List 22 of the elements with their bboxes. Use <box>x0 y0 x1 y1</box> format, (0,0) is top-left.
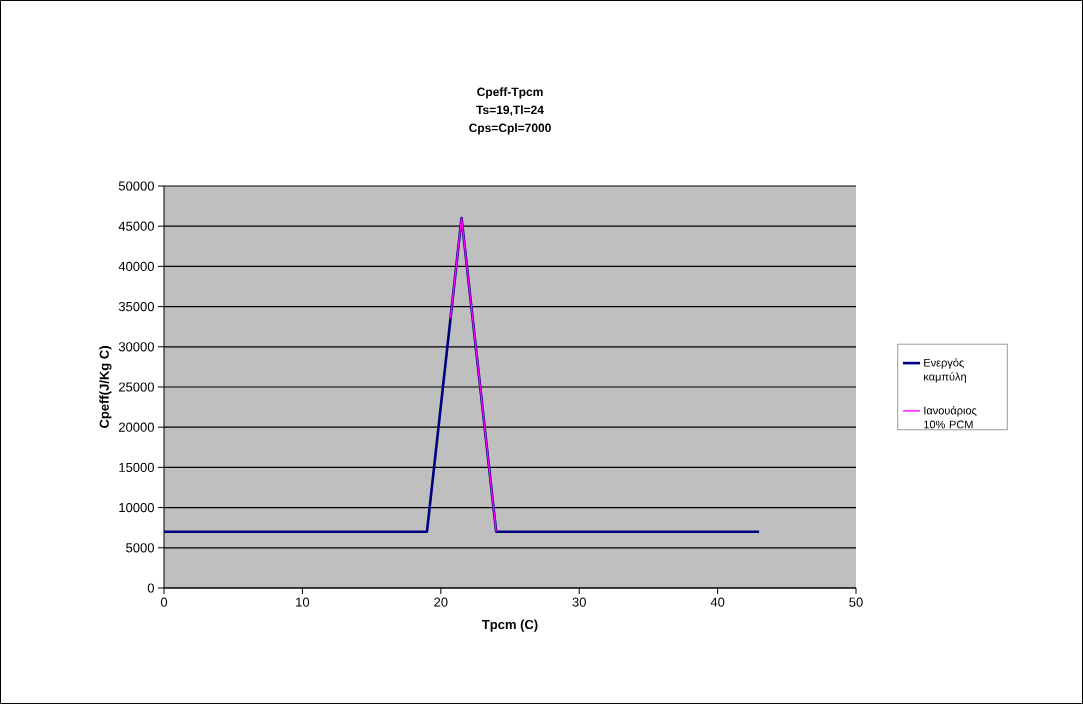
legend-label: Ενεργός καμπύλη <box>924 358 966 383</box>
y-axis-title: Cpeff(J/Kg C) <box>99 346 112 428</box>
x-tick-label: 30 <box>572 597 586 607</box>
x-tick-label: 0 <box>160 597 168 607</box>
x-tick-label: 40 <box>710 597 725 607</box>
y-tick-label: 20000 <box>118 422 154 432</box>
y-tick-label: 45000 <box>118 221 154 231</box>
legend-label: Ιανουάριος 10% PCM <box>924 405 977 429</box>
y-tick-label: 35000 <box>118 301 154 312</box>
x-tick-label: 20 <box>434 597 448 607</box>
y-tick-label: 5000 <box>126 543 154 553</box>
y-tick-label: 0 <box>147 583 154 593</box>
chart-title: Cpeff-Tpcm Ts=19,Tl=24 Cps=Cpl=7000 <box>469 87 551 135</box>
x-tick-label: 50 <box>849 597 863 607</box>
x-tick-label: 10 <box>296 597 310 607</box>
y-tick-label: 15000 <box>119 462 154 472</box>
y-tick-label: 25000 <box>118 382 154 392</box>
x-axis-title: Tpcm (C) <box>481 619 538 632</box>
y-tick-label: 50000 <box>118 181 154 191</box>
y-tick-label: 40000 <box>118 261 154 271</box>
y-tick-label: 10000 <box>119 502 154 513</box>
y-tick-label: 30000 <box>118 342 154 352</box>
